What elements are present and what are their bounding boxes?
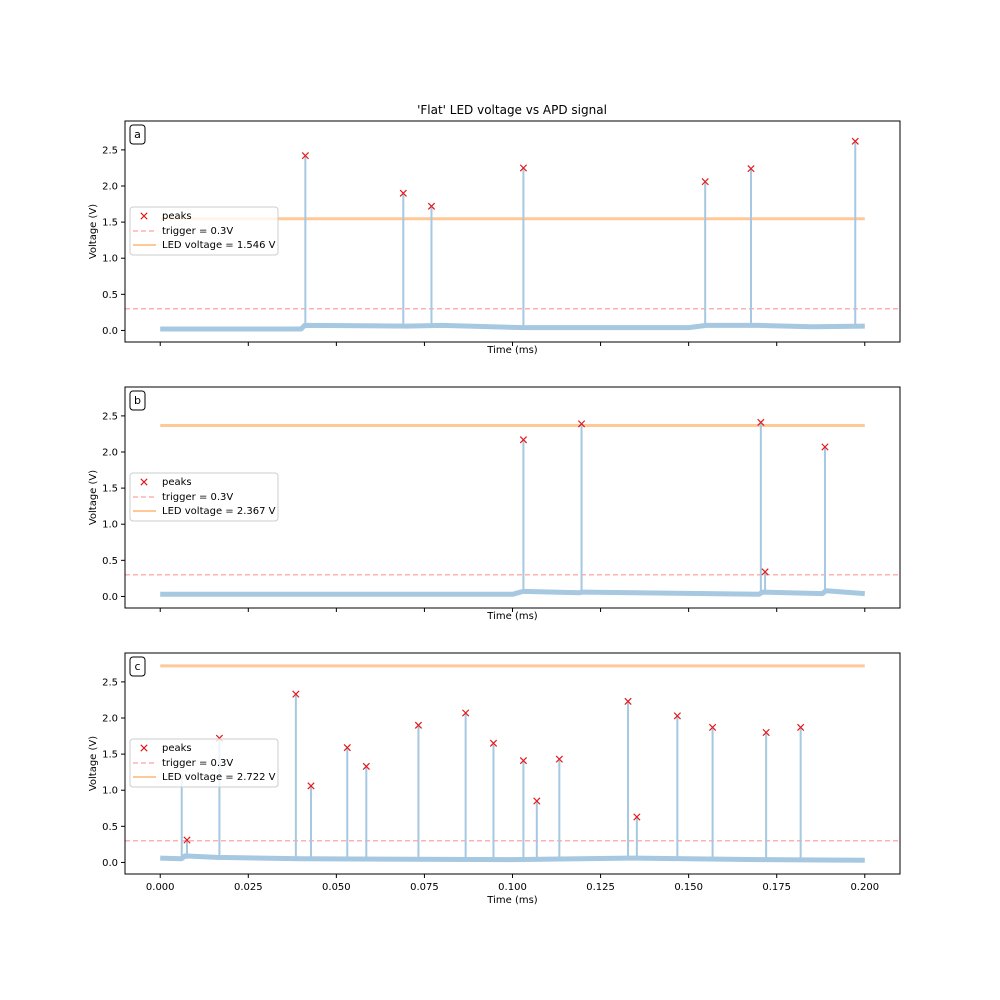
legend-peak-marker	[140, 744, 148, 752]
y-tick-label: 2.0	[102, 448, 118, 459]
peak-marker	[489, 739, 498, 747]
y-tick-label: 1.5	[102, 750, 118, 761]
y-tick-label: 0.5	[102, 556, 118, 567]
x-axis-label: Time (ms)	[486, 611, 538, 622]
peak-marker	[307, 782, 315, 790]
x-tick-label: 0.175	[762, 882, 791, 893]
panel-label-box	[129, 124, 146, 145]
x-tick-label: 0.100	[498, 882, 527, 893]
peak-marker	[761, 568, 769, 576]
y-tick-label: 2.5	[102, 145, 118, 156]
peak-marker	[519, 756, 528, 765]
panel-label-box	[129, 390, 146, 411]
legend-frame	[129, 206, 279, 256]
signal-baseline	[160, 322, 865, 332]
x-tick-label: 0.050	[322, 882, 351, 893]
plot-area	[125, 664, 900, 863]
peak-marker	[821, 443, 829, 451]
legend-frame	[129, 738, 279, 788]
legend-label: peaks	[162, 477, 192, 488]
x-tick-label: 0.075	[410, 882, 439, 893]
y-tick-label: 1.0	[102, 520, 118, 531]
peak-marker	[673, 712, 681, 720]
y-tick-label: 0.5	[102, 822, 118, 833]
legend: peaks trigger = 0.3V LED voltage = 2.367 V	[129, 472, 279, 522]
peak-marker	[708, 723, 717, 732]
legend-label: trigger = 0.3V	[162, 492, 233, 503]
y-tick-label: 1.0	[102, 254, 118, 265]
legend-label: peaks	[162, 211, 192, 222]
peak-marker	[797, 723, 805, 732]
panel-label: a	[134, 128, 141, 141]
x-tick-label: 0.150	[674, 882, 703, 893]
panel-label: b	[134, 394, 141, 407]
x-axis-label: Time (ms)	[486, 895, 538, 906]
peak-marker	[519, 436, 528, 444]
peak-marker	[624, 697, 632, 706]
y-tick-label: 1.5	[102, 484, 118, 495]
peak-marker	[533, 797, 541, 805]
peak-marker	[555, 755, 563, 763]
peak-marker	[757, 418, 765, 427]
y-tick-label: 0.0	[102, 858, 118, 869]
legend-label: trigger = 0.3V	[162, 226, 233, 237]
y-axis-label: Voltage (V)	[88, 470, 99, 525]
y-tick-label: 0.0	[102, 326, 118, 337]
legend-label: LED voltage = 2.722 V	[162, 772, 276, 783]
legend-label: peaks	[162, 743, 192, 754]
peak-marker	[747, 165, 755, 173]
peak-marker	[343, 743, 351, 752]
peak-marker	[301, 152, 309, 160]
peak-marker	[633, 813, 641, 821]
peak-marker	[427, 202, 436, 210]
y-tick-label: 0.5	[102, 290, 118, 301]
peak-marker	[414, 721, 423, 729]
panel-label: c	[134, 660, 140, 673]
y-axis-label: Voltage (V)	[88, 736, 99, 791]
x-tick-label: 0.025	[234, 882, 263, 893]
peak-marker	[519, 164, 528, 172]
chart-panel-c: 0.000 0.025 0.050 0.075 0.100 0.125 0.150 0.175…	[88, 652, 901, 906]
x-tick-label: 0.000	[146, 882, 175, 893]
legend: peaks trigger = 0.3V LED voltage = 1.546 V	[129, 206, 279, 256]
peak-marker	[399, 189, 407, 197]
y-tick-label: 2.0	[102, 182, 118, 193]
y-tick-label: 1.5	[102, 218, 118, 229]
panels: 0.0 0.5 1.0 1.5 2.0 2.5 Time (ms) Voltage (V) a p…	[88, 120, 901, 906]
x-tick-label: 0.125	[586, 882, 615, 893]
x-axis-label: Time (ms)	[486, 345, 538, 356]
legend-label: trigger = 0.3V	[162, 758, 233, 769]
peak-marker	[577, 420, 586, 428]
peak-marker	[762, 728, 770, 737]
peak-marker	[183, 836, 191, 844]
legend-frame	[129, 472, 279, 522]
chart-panel-a: 0.0 0.5 1.0 1.5 2.0 2.5 Time (ms) Voltage (V) a p…	[88, 120, 901, 356]
y-tick-label: 2.5	[102, 677, 118, 688]
peak-marker	[362, 762, 370, 771]
x-tick-label: 0.200	[850, 882, 879, 893]
peak-marker	[292, 690, 300, 698]
y-axis-label: Voltage (V)	[88, 204, 99, 259]
y-tick-label: 2.0	[102, 714, 118, 725]
peak-marker	[701, 178, 709, 186]
legend-peak-marker	[140, 212, 148, 220]
figure-title: 'Flat' LED voltage vs APD signal	[417, 103, 607, 117]
chart-panel-b: 0.0 0.5 1.0 1.5 2.0 2.5 Time (ms) Voltage (V) b p…	[88, 386, 901, 622]
y-tick-label: 2.5	[102, 411, 118, 422]
legend-label: LED voltage = 1.546 V	[162, 240, 276, 251]
plot-area	[125, 418, 900, 597]
panel-label-box	[129, 656, 146, 677]
legend: peaks trigger = 0.3V LED voltage = 2.722 V	[129, 738, 279, 788]
legend-peak-marker	[140, 478, 148, 486]
y-tick-label: 1.0	[102, 786, 118, 797]
peak-marker	[462, 709, 470, 717]
y-tick-label: 0.0	[102, 592, 118, 603]
legend-label: LED voltage = 2.367 V	[162, 506, 276, 517]
peak-marker	[851, 137, 859, 145]
